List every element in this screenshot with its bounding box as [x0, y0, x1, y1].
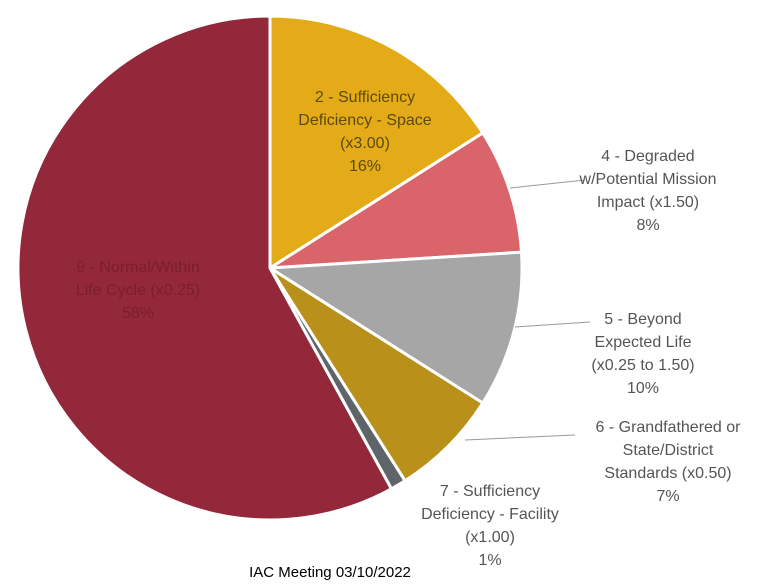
- slice-label: Life Cycle (x0.25): [76, 282, 201, 299]
- slice-label: 5 - Beyond: [604, 311, 681, 328]
- pie-slice: [269, 130, 524, 270]
- slice-label: 6 - Grandfathered or: [596, 419, 742, 436]
- slice-label: State/District: [623, 442, 714, 459]
- slice-label: 7 - Sufficiency: [440, 483, 540, 500]
- leader-line: [464, 434, 576, 441]
- value-label: 16%: [349, 158, 381, 175]
- slice-label: 2 - Sufficiency: [315, 89, 415, 106]
- slice-label: (x3.00): [340, 135, 390, 152]
- slice-label: Expected Life: [595, 334, 692, 351]
- caption: IAC Meeting 03/10/2022: [249, 564, 411, 581]
- value-label: 8%: [636, 217, 659, 234]
- slice-label: Deficiency - Space: [298, 112, 431, 129]
- slice-label: w/Potential Mission: [579, 171, 717, 188]
- slice-label: (x0.25 to 1.50): [591, 357, 694, 374]
- pie-slice: [268, 266, 485, 483]
- slice-label: Standards (x0.50): [604, 465, 731, 482]
- slice-label: 9 - Normal/Within: [76, 259, 200, 276]
- pie-slice: [16, 14, 394, 522]
- value-label: 7%: [656, 488, 679, 505]
- value-label: 10%: [627, 380, 659, 397]
- value-label: 1%: [478, 552, 501, 569]
- value-label: 58%: [122, 305, 154, 322]
- leader-line: [509, 179, 586, 189]
- slice-label: Deficiency - Facility: [421, 506, 559, 523]
- pie-slice: [268, 14, 485, 271]
- slice-label: 4 - Degraded: [601, 148, 694, 165]
- leader-line: [514, 321, 591, 328]
- slice-label: Impact (x1.50): [597, 194, 699, 211]
- pie-slice: [265, 250, 524, 406]
- slice-label: (x1.00): [465, 529, 515, 546]
